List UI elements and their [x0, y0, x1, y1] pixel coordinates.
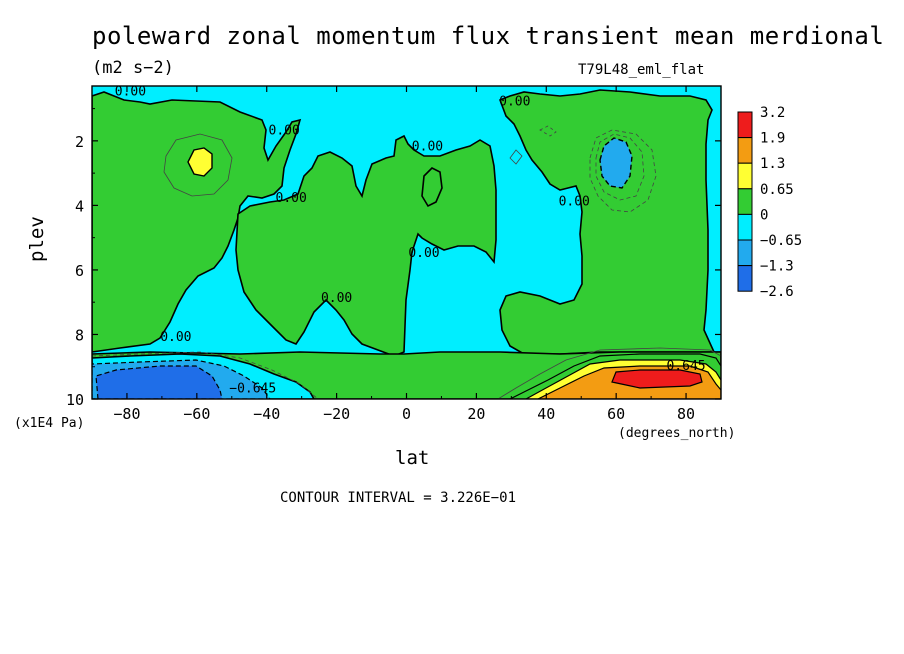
contour-label: 0.00	[321, 291, 352, 306]
contour-north-min-mid	[595, 133, 645, 201]
y-tick-label: 2	[75, 133, 84, 151]
x-axis-unit: (degrees_north)	[618, 426, 736, 441]
contour-label: 0.00	[412, 140, 443, 155]
x-tick-label: −40	[253, 405, 280, 423]
contour-label: 0.00	[499, 94, 530, 109]
contour-label: 0.00	[559, 194, 590, 209]
x-axis-label: lat	[395, 447, 430, 469]
x-tick-label: 0	[402, 405, 411, 423]
contour-label: −0.645	[229, 382, 276, 397]
plot-field	[92, 86, 721, 399]
chart-units: (m2 s−2)	[92, 58, 174, 78]
legend-label: −2.6	[760, 284, 794, 300]
x-axis: −80 −60 −40 −20 0 20 40 60 80	[91, 86, 722, 423]
x-tick-label: −20	[323, 405, 350, 423]
legend-label: 1.3	[760, 156, 785, 172]
dataset-label: T79L48_eml_flat	[578, 62, 705, 78]
x-tick-label: 40	[537, 405, 555, 423]
x-tick-label: 20	[467, 405, 485, 423]
legend-label: 3.2	[760, 105, 785, 121]
contour-small-north2	[509, 149, 523, 165]
legend-label: 0	[760, 207, 768, 223]
contour-south-max-outer	[163, 133, 233, 197]
y-tick-label: 10	[66, 391, 84, 409]
contour-small-north	[539, 125, 557, 137]
legend-swatch	[737, 162, 753, 190]
legend-label: 1.9	[760, 131, 785, 147]
region-pos-north-red	[611, 369, 703, 389]
legend-swatch	[737, 111, 753, 139]
x-tick-label: 60	[607, 405, 625, 423]
contour-south-outer-neg	[92, 351, 319, 399]
legend-swatch	[737, 188, 753, 215]
legend-swatch	[737, 213, 753, 241]
chart-title: poleward zonal momentum flux transient m…	[92, 22, 885, 50]
contour-label: 0.00	[115, 85, 146, 100]
contour-label: 0.00	[160, 330, 191, 345]
contour-north-outer-pos	[497, 347, 721, 399]
contour-north-min-outer	[589, 129, 657, 213]
contour-label: 0.00	[276, 191, 307, 206]
contour-label: 0.00	[408, 246, 439, 261]
legend-swatch	[737, 137, 753, 164]
contour-interval: CONTOUR INTERVAL = 3.226E−01	[280, 490, 517, 506]
legend-label: 0.65	[760, 182, 794, 198]
legend-swatch	[737, 265, 753, 292]
contour-labels: 0.00 0.00 0.00 0.00 0.00 0.00 0.00 0.00 0.00 −0.6…	[115, 85, 706, 397]
region-green-left	[92, 91, 302, 353]
y-axis-unit: (x1E4 Pa)	[14, 416, 85, 431]
region-green-island	[421, 167, 443, 208]
region-pos-south-max	[187, 147, 213, 177]
x-tick-label: −80	[113, 405, 140, 423]
legend-label: −1.3	[760, 259, 794, 275]
y-tick-label: 4	[75, 197, 84, 215]
x-tick-label: 80	[677, 405, 695, 423]
y-axis: 2 4 6 8 10	[66, 108, 721, 409]
color-legend: 3.2 1.9 1.3 0.65 0 −0.65 −1.3 −2.6	[737, 105, 802, 300]
contour-label: 0.645	[666, 359, 705, 374]
x-tick-label: −60	[183, 405, 210, 423]
y-tick-label: 6	[75, 262, 84, 280]
region-neg-north	[599, 137, 633, 189]
contour-label: 0.00	[269, 123, 300, 138]
legend-label: −0.65	[760, 233, 802, 249]
region-neg-south-core	[95, 365, 223, 399]
legend-swatch	[737, 239, 753, 267]
y-tick-label: 8	[75, 326, 84, 344]
